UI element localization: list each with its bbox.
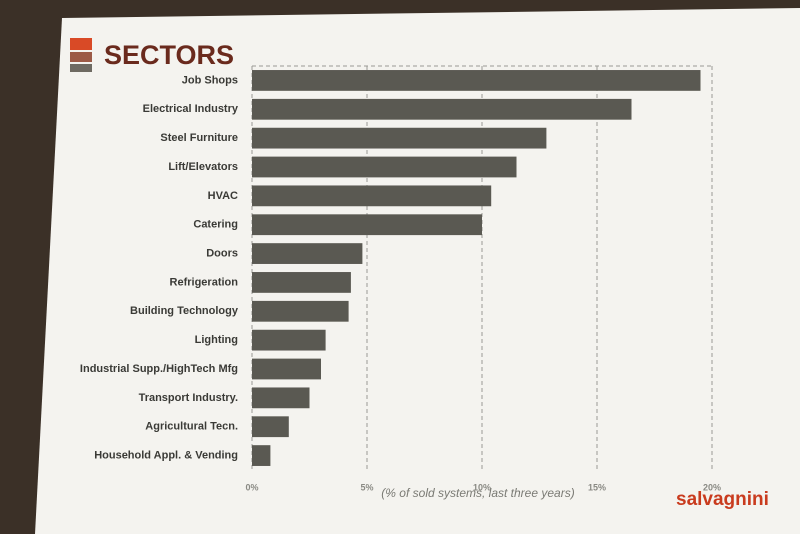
x-tick-label: 20% [703, 482, 721, 492]
y-tick-label: Agricultural Tecn. [145, 421, 238, 433]
bar [252, 156, 517, 178]
x-tick-label: 15% [588, 482, 606, 492]
bar [252, 70, 701, 91]
y-tick-label: Industrial Supp./HighTech Mfg [80, 363, 238, 375]
bar [252, 329, 326, 351]
y-tick-label: Electrical Industry [143, 103, 239, 115]
bar [252, 214, 482, 236]
y-tick-label: Doors [206, 247, 238, 259]
y-tick-label: Steel Furniture [160, 132, 238, 144]
y-tick-label: Catering [193, 219, 238, 231]
bar [252, 387, 310, 409]
y-tick-label: Building Technology [130, 305, 239, 317]
accent [70, 52, 92, 62]
y-tick-label: HVAC [208, 190, 238, 202]
bar [252, 127, 547, 149]
x-tick-label: 0% [245, 482, 258, 492]
bar [252, 300, 349, 322]
y-tick-label: Lighting [195, 334, 238, 346]
slide [35, 8, 800, 534]
y-tick-label: Household Appl. & Vending [94, 449, 238, 461]
y-tick-label: Job Shops [182, 74, 238, 86]
chart-title: SECTORS [104, 40, 234, 70]
accent [70, 38, 92, 50]
bar [252, 98, 632, 120]
bar [252, 358, 321, 380]
y-tick-label: Refrigeration [170, 276, 239, 288]
x-tick-label: 10% [473, 482, 491, 492]
brand-logo: salvagnini [676, 489, 769, 510]
accent [70, 64, 92, 72]
bar [252, 416, 289, 438]
bar [252, 185, 492, 207]
bar [252, 445, 271, 466]
x-tick-label: 5% [360, 482, 373, 492]
y-tick-label: Lift/Elevators [168, 161, 238, 173]
bar [252, 272, 351, 293]
y-tick-label: Transport Industry. [139, 392, 238, 404]
x-axis-label: (% of sold systems, last three years) [381, 486, 574, 500]
bar [252, 243, 363, 264]
